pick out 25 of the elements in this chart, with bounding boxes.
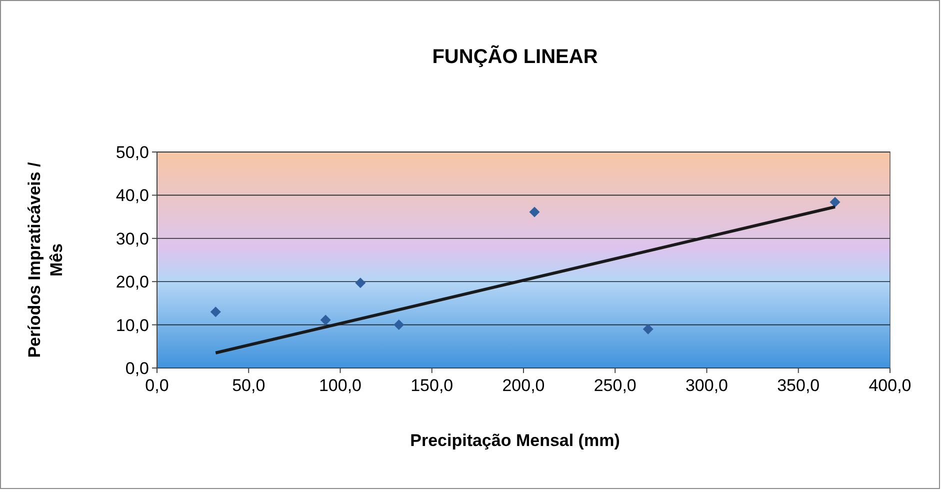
x-tick-label: 300,0 (685, 376, 728, 395)
x-tick-label: 150,0 (410, 376, 454, 395)
x-tick-label: 0,0 (145, 376, 169, 395)
y-tick-label: 30,0 (116, 229, 149, 248)
x-tick-label: 400,0 (868, 376, 912, 395)
x-tick-label: 100,0 (318, 376, 362, 395)
x-tick-label: 200,0 (502, 376, 545, 395)
point (210, 306, 221, 318)
y-tick-label: 10,0 (116, 316, 149, 335)
x-axis-title: Precipitação Mensal (mm) (410, 431, 620, 450)
y-tick-label: 50,0 (116, 143, 149, 162)
point (642, 324, 654, 334)
point (394, 320, 404, 330)
chart-title: FUNÇÃO LINEAR (432, 45, 598, 68)
x-tick-label: 350,0 (777, 376, 820, 395)
point (529, 206, 540, 218)
point (355, 278, 366, 288)
y-tick-label: 20,0 (116, 272, 149, 292)
x-tick-label: 50,0 (232, 376, 266, 395)
y-tick-label: 0,0 (125, 359, 149, 378)
x-tick-label: 250,0 (594, 376, 636, 395)
point (830, 196, 840, 208)
y-tick-label: 40,0 (116, 186, 149, 206)
y-axis-title: Períodos Impraticáveis / Mês (25, 162, 66, 358)
point (320, 314, 331, 326)
